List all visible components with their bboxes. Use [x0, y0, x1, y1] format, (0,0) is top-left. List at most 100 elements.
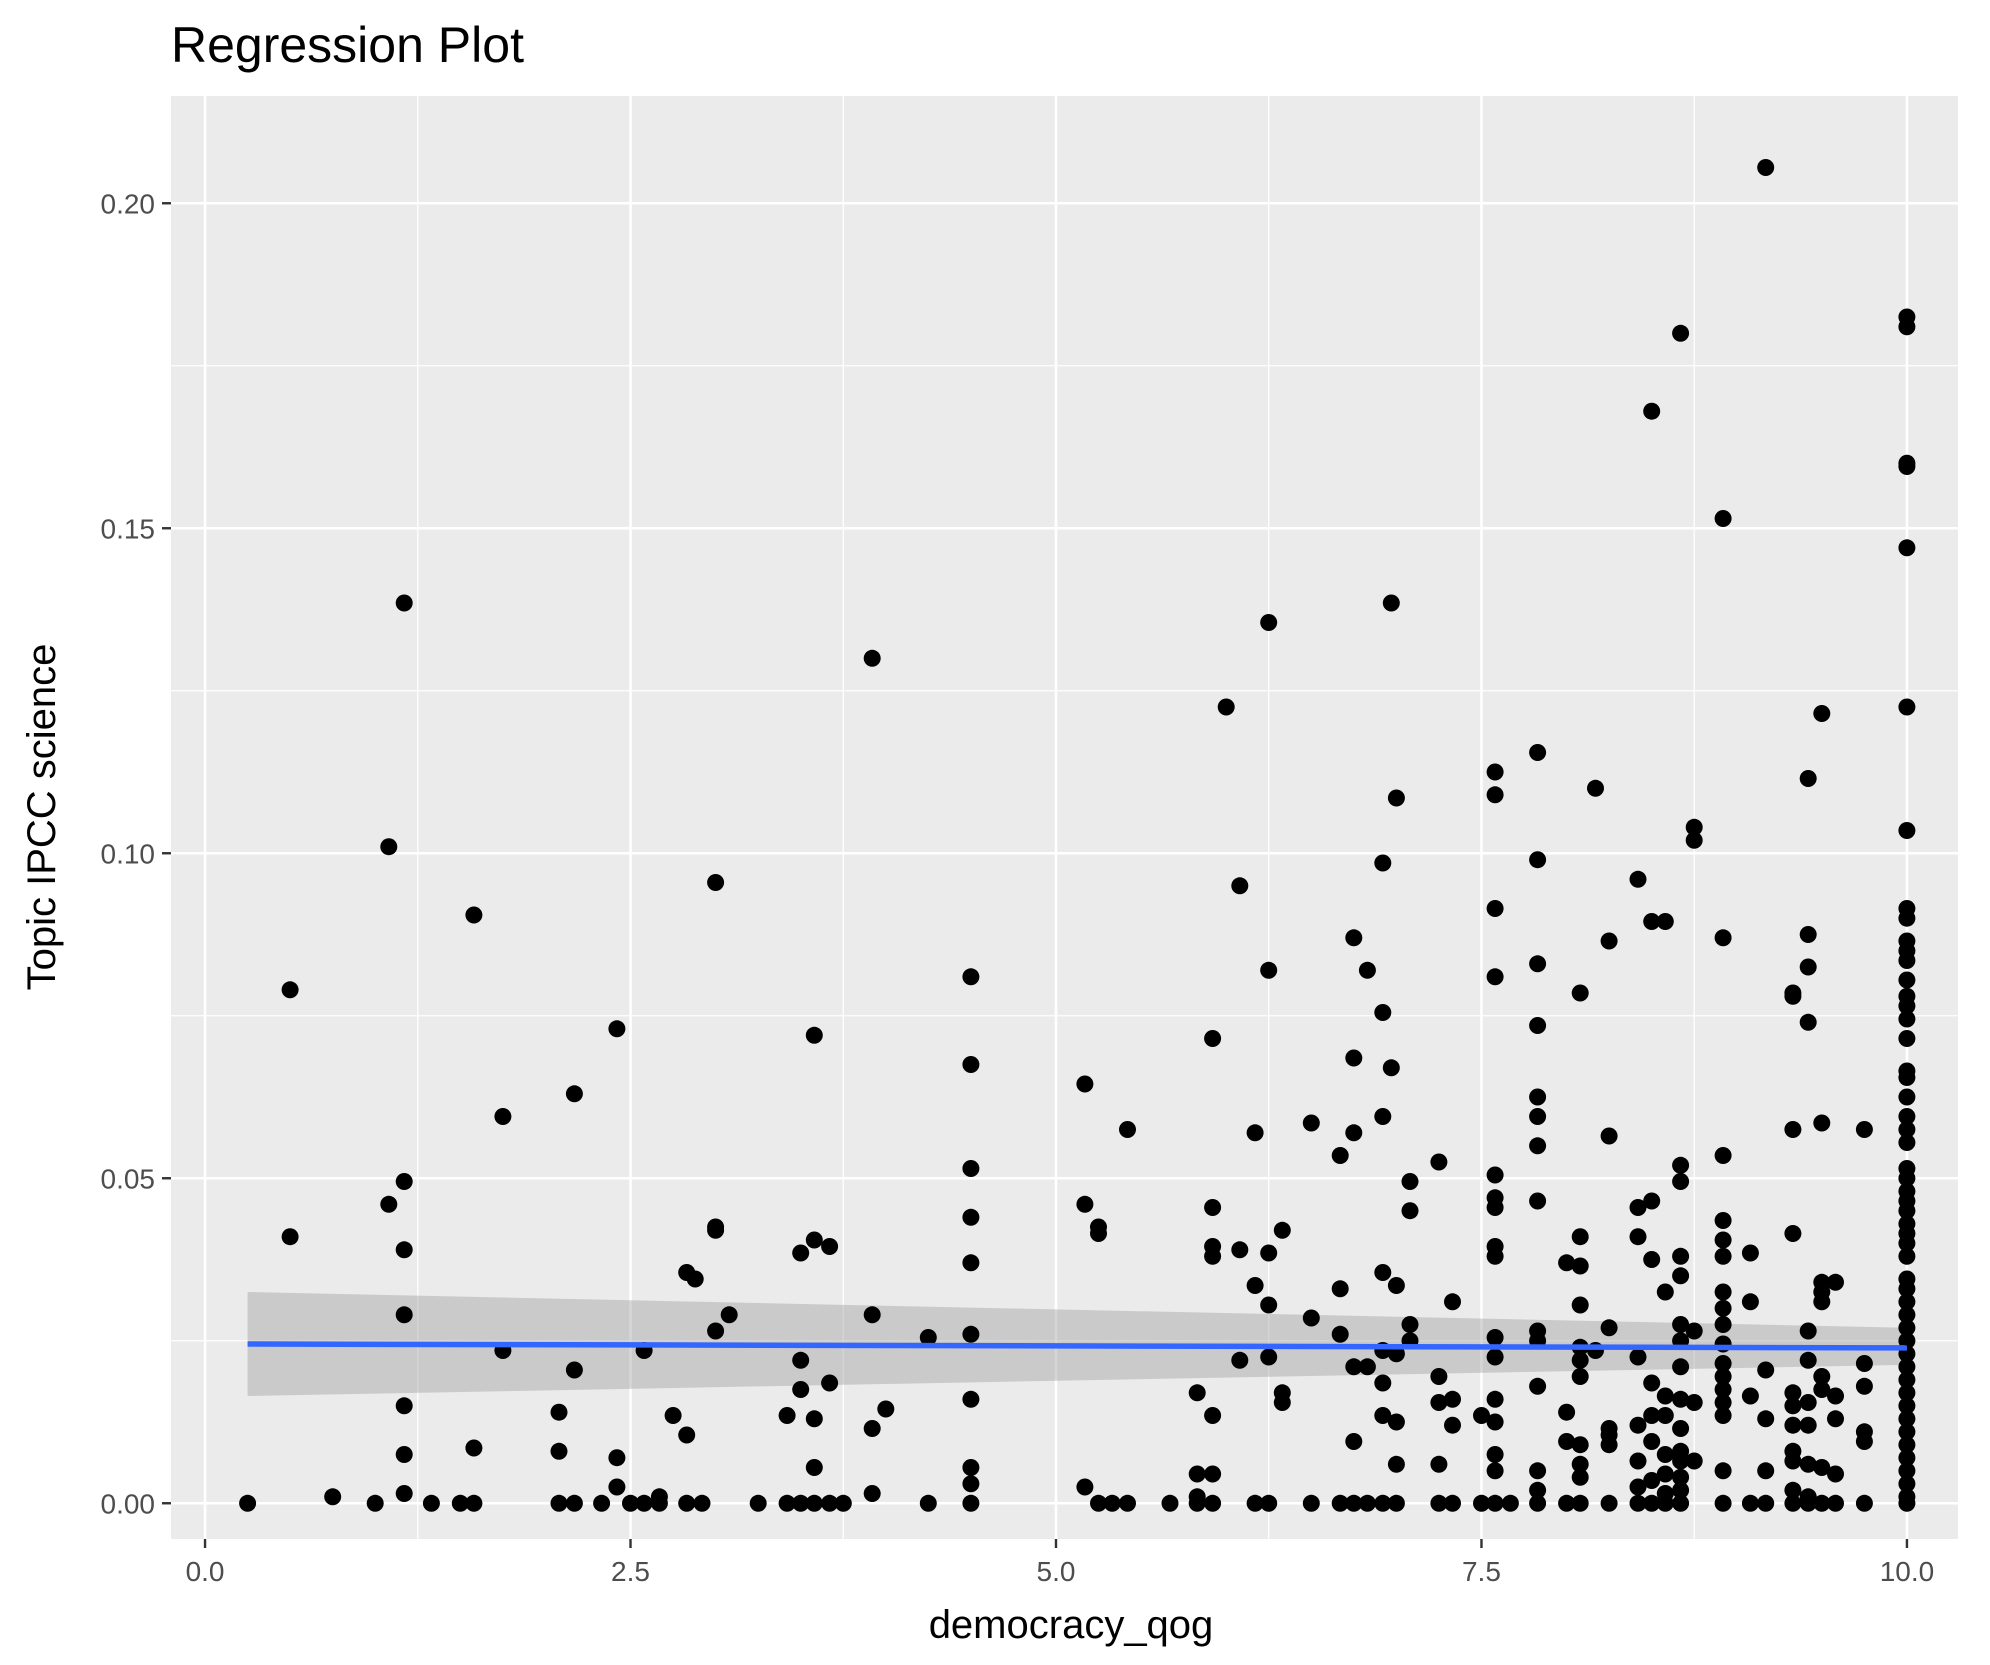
data-point — [792, 1351, 810, 1369]
data-point — [650, 1494, 668, 1512]
data-point — [1672, 1452, 1690, 1470]
data-point — [395, 1241, 413, 1259]
minor-gridlines — [171, 96, 1958, 1539]
data-point — [1529, 1192, 1547, 1210]
data-point — [1331, 1147, 1349, 1164]
data-point — [805, 1459, 823, 1476]
data-point — [1204, 1030, 1222, 1047]
data-point — [1898, 1134, 1916, 1151]
data-point — [1571, 1228, 1589, 1246]
data-point — [1090, 1225, 1107, 1242]
y-tick-label: 0.00 — [101, 1488, 156, 1519]
data-point — [1231, 877, 1249, 895]
data-point — [1486, 1199, 1504, 1216]
data-point — [1656, 1446, 1674, 1463]
data-point — [1401, 1202, 1419, 1220]
data-point — [1260, 961, 1278, 979]
data-point — [1714, 1355, 1732, 1372]
data-point — [1273, 1394, 1291, 1411]
data-point — [1529, 1481, 1547, 1499]
data-point — [1302, 1309, 1320, 1327]
data-point — [1827, 1387, 1844, 1405]
data-point — [1629, 1228, 1647, 1246]
data-point — [1898, 1449, 1916, 1467]
data-point — [1898, 1293, 1916, 1311]
data-point — [962, 1325, 980, 1343]
data-point — [1685, 818, 1703, 836]
data-point — [1714, 1494, 1732, 1512]
data-point — [1558, 1254, 1576, 1272]
data-point — [1571, 1494, 1589, 1512]
data-point — [465, 1439, 483, 1457]
data-point — [1714, 510, 1732, 527]
data-point — [1587, 779, 1604, 797]
data-point — [1813, 1368, 1831, 1385]
x-axis: 0.0 2.5 5.0 7.5 10.0 — [186, 1539, 1935, 1587]
data-point — [1855, 1377, 1873, 1395]
data-point — [1714, 1368, 1732, 1385]
data-point — [1784, 1416, 1802, 1434]
data-point — [1813, 1381, 1831, 1398]
data-point — [1714, 1283, 1732, 1301]
data-point — [1784, 1121, 1802, 1138]
data-point — [1757, 1361, 1775, 1379]
data-point — [1260, 1348, 1278, 1366]
data-point — [1714, 1381, 1732, 1398]
data-point — [550, 1403, 568, 1421]
data-point — [1387, 1455, 1405, 1473]
data-point — [1898, 1475, 1916, 1493]
data-point — [1345, 1494, 1363, 1512]
data-point — [686, 1270, 704, 1288]
data-point — [1629, 1348, 1647, 1366]
data-point — [1784, 987, 1802, 1005]
data-point — [707, 874, 725, 891]
data-point — [1204, 1247, 1222, 1265]
data-point — [1529, 1017, 1547, 1034]
data-point — [1714, 1407, 1732, 1424]
data-point — [1784, 1494, 1802, 1512]
data-point — [1571, 1351, 1589, 1369]
data-point — [1473, 1407, 1490, 1424]
data-point — [239, 1494, 257, 1512]
data-point — [1331, 1280, 1349, 1298]
data-point — [863, 1420, 881, 1437]
data-point — [1643, 1472, 1661, 1489]
y-tick-label: 0.05 — [101, 1163, 156, 1194]
data-point — [1430, 1368, 1448, 1385]
data-point — [1358, 961, 1376, 979]
data-point — [1714, 1316, 1732, 1333]
data-point — [1799, 1013, 1817, 1031]
y-axis-title: Topic IPCC science — [20, 644, 64, 991]
x-tick-label: 10.0 — [1880, 1556, 1935, 1587]
y-tick-label: 0.15 — [101, 513, 156, 544]
data-point — [1898, 1088, 1916, 1106]
data-point — [1358, 1494, 1376, 1512]
data-point — [1374, 1374, 1392, 1392]
data-point — [1600, 1494, 1618, 1512]
data-point — [1076, 1195, 1094, 1213]
data-point — [1558, 1494, 1576, 1512]
data-point — [395, 1173, 413, 1190]
data-point — [1629, 870, 1647, 888]
data-point — [1486, 900, 1504, 917]
data-point — [1529, 1088, 1547, 1106]
data-point — [1799, 1416, 1817, 1434]
data-point — [1529, 1377, 1547, 1395]
data-point — [1246, 1277, 1264, 1294]
data-point — [1529, 1494, 1547, 1512]
data-point — [1571, 1436, 1589, 1454]
data-point — [395, 1446, 413, 1463]
data-point — [1571, 1468, 1589, 1486]
data-point — [749, 1494, 767, 1512]
x-tick-label: 5.0 — [1037, 1556, 1076, 1587]
data-point — [1685, 831, 1703, 849]
data-point — [1672, 1173, 1690, 1190]
data-point — [1898, 698, 1916, 716]
data-point — [1486, 1390, 1504, 1408]
data-point — [805, 1494, 823, 1512]
data-point — [622, 1494, 639, 1512]
data-point — [1714, 1247, 1732, 1265]
data-point — [1486, 1413, 1504, 1431]
data-point — [1529, 1462, 1547, 1480]
data-point — [1188, 1465, 1206, 1483]
